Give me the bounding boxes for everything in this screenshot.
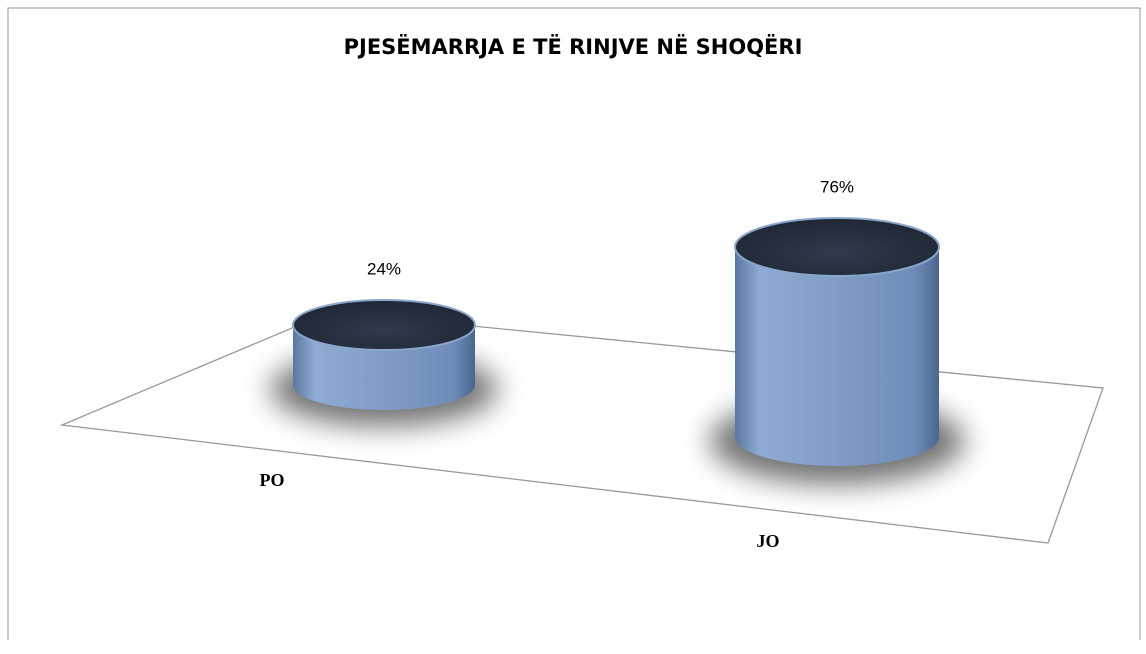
frame: [7, 7, 1141, 640]
bar-top: [734, 217, 940, 277]
bar-top: [292, 299, 476, 351]
category-label: JO: [756, 531, 779, 551]
floor: [59, 311, 1104, 544]
chart-title: PJESËMARRJA E TË RINJVE NË SHOQËRI: [344, 34, 803, 59]
value-label: 76%: [820, 177, 854, 196]
bar: [735, 247, 939, 466]
category-label: PO: [260, 470, 285, 490]
value-label: 24%: [367, 259, 401, 278]
